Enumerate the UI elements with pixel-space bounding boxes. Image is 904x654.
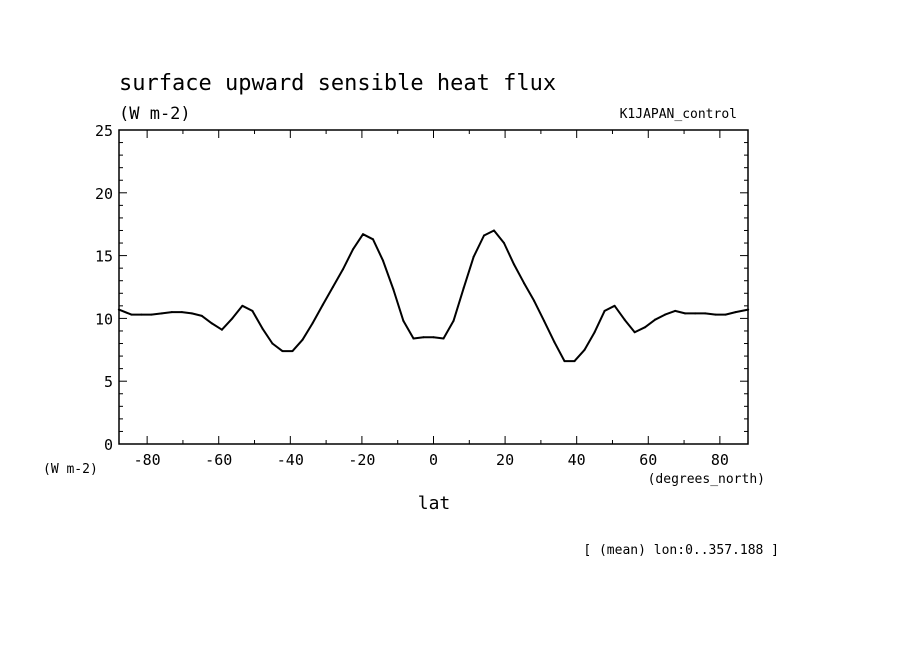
data-point: [241, 304, 244, 307]
data-point: [150, 313, 153, 316]
x-tick-label: 40: [568, 451, 586, 469]
data-point: [694, 312, 697, 315]
data-point: [210, 322, 213, 325]
x-tick-label: 60: [639, 451, 657, 469]
series-line: [118, 229, 749, 363]
data-point: [462, 287, 465, 290]
chart-units: (W m-2): [119, 104, 191, 124]
data-point: [341, 268, 344, 271]
x-tick-label: -40: [277, 451, 304, 469]
data-point: [170, 311, 173, 314]
data-point: [543, 319, 546, 322]
data-point: [452, 319, 455, 322]
data-point: [160, 312, 163, 315]
y-tick-label: 20: [95, 185, 113, 203]
data-point: [674, 309, 677, 312]
data-point: [482, 234, 485, 237]
data-point: [251, 309, 254, 312]
y-tick-label: 5: [104, 373, 113, 391]
data-point: [422, 336, 425, 339]
data-point: [654, 318, 657, 321]
data-point: [432, 336, 435, 339]
data-point: [623, 318, 626, 321]
y-axis: 0 5 10 15 20 25: [95, 122, 748, 454]
data-point: [704, 312, 707, 315]
data-point: [664, 313, 667, 316]
y-units-label: (W m-2): [43, 462, 98, 477]
data-point: [392, 288, 395, 291]
data-point: [190, 312, 193, 315]
data-point: [271, 342, 274, 345]
data-point: [311, 322, 314, 325]
data-point: [513, 263, 516, 266]
data-point: [563, 360, 566, 363]
data-point: [281, 350, 284, 353]
data-point: [140, 313, 143, 316]
y-tick-label: 15: [95, 248, 113, 266]
data-point: [583, 348, 586, 351]
run-label: K1JAPAN_control: [620, 107, 737, 122]
data-point: [301, 338, 304, 341]
data-point: [200, 314, 203, 317]
x-tick-label: -60: [205, 451, 232, 469]
x-tick-label: 0: [429, 451, 438, 469]
data-point: [593, 331, 596, 334]
data-point: [231, 317, 234, 320]
x-axis-label: lat: [418, 493, 451, 514]
y-tick-label: 25: [95, 122, 113, 140]
data-point: [261, 327, 264, 330]
data-point: [180, 311, 183, 314]
data-point: [724, 313, 727, 316]
x-tick-label: 80: [711, 451, 729, 469]
data-point: [321, 303, 324, 306]
x-tick-label: 20: [496, 451, 514, 469]
x-tick-label: -80: [134, 451, 161, 469]
data-point: [734, 311, 737, 314]
data-point: [412, 337, 415, 340]
data-point: [382, 259, 385, 262]
data-point: [361, 233, 364, 236]
data-point: [220, 328, 223, 331]
chart-title: surface upward sensible heat flux: [119, 71, 556, 96]
data-point: [130, 313, 133, 316]
data-point: [372, 238, 375, 241]
data-point: [402, 319, 405, 322]
plot-frame: [118, 129, 749, 445]
data-point: [633, 331, 636, 334]
data-point: [613, 304, 616, 307]
footnote: [ (mean) lon:0..357.188 ]: [583, 543, 779, 558]
data-point: [492, 229, 495, 232]
x-axis: -80 -60 -40 -20 0 20 40 60 80: [134, 130, 729, 469]
data-point: [644, 326, 647, 329]
y-tick-label: 10: [95, 310, 113, 328]
data-point: [573, 360, 576, 363]
data-point: [291, 350, 294, 353]
y-tick-label: 0: [104, 436, 113, 454]
data-point: [553, 341, 556, 344]
data-point: [523, 282, 526, 285]
data-point: [351, 248, 354, 251]
x-tick-label: -20: [348, 451, 375, 469]
data-point: [503, 242, 506, 245]
data-point: [472, 255, 475, 258]
x-units-label: (degrees_north): [648, 472, 765, 487]
data-points: [117, 229, 750, 363]
data-point: [714, 313, 717, 316]
data-point: [684, 312, 687, 315]
data-point: [442, 337, 445, 340]
data-point: [533, 299, 536, 302]
data-point: [603, 309, 606, 312]
data-point: [331, 286, 334, 288]
